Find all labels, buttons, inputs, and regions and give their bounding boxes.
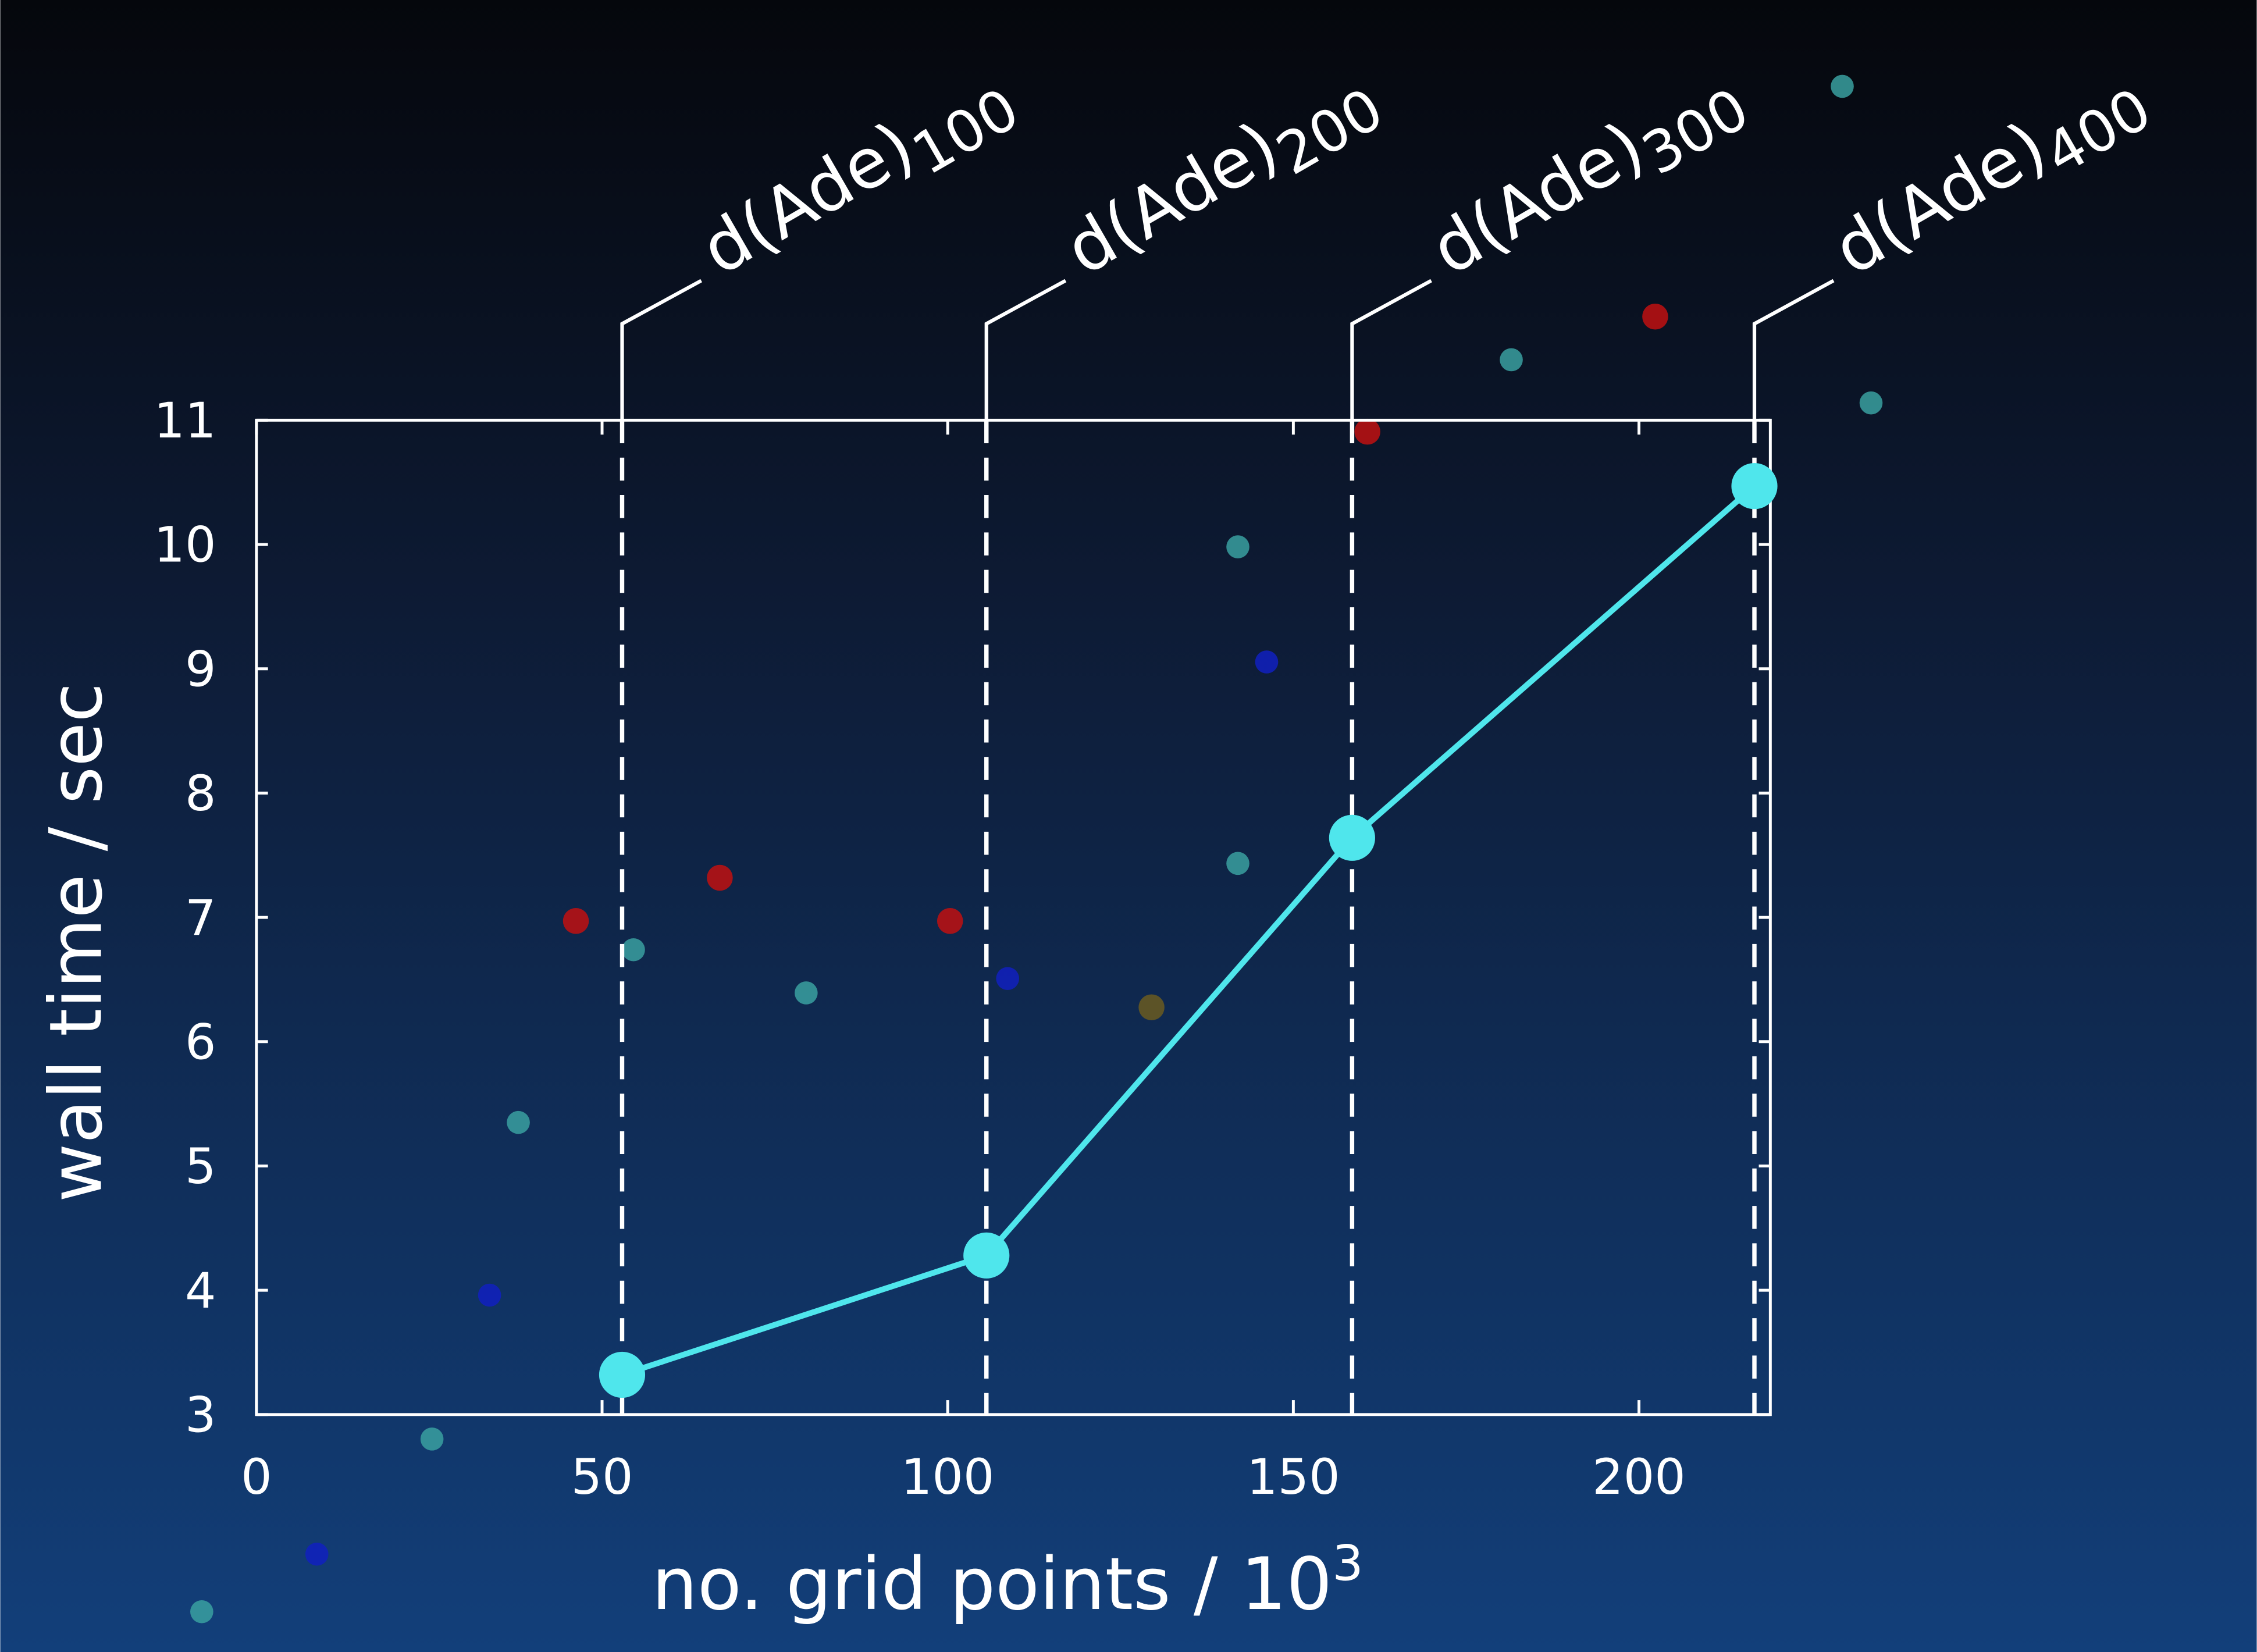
annotation-leader bbox=[620, 279, 703, 421]
y-tick-label: 7 bbox=[185, 889, 216, 946]
data-point bbox=[599, 1351, 646, 1398]
x-axis-label: no. grid points / 103 bbox=[652, 1534, 1364, 1626]
x-tick-label: 50 bbox=[571, 1448, 633, 1505]
annotation-leader bbox=[984, 279, 1067, 421]
y-tick-label: 3 bbox=[185, 1386, 216, 1443]
y-tick-label: 9 bbox=[185, 640, 216, 697]
y-tick-label: 11 bbox=[154, 392, 216, 449]
data-point bbox=[1329, 814, 1375, 861]
x-axis-label-sup: 3 bbox=[1332, 1534, 1364, 1592]
x-tick-label: 100 bbox=[901, 1448, 995, 1505]
data-point bbox=[1731, 463, 1778, 510]
x-tick-label: 150 bbox=[1247, 1448, 1340, 1505]
x-tick-label: 0 bbox=[241, 1448, 272, 1505]
y-tick-label: 8 bbox=[185, 765, 216, 822]
y-tick-label: 6 bbox=[185, 1013, 216, 1070]
series-line bbox=[621, 483, 1757, 1378]
y-axis-label: wall time / sec bbox=[35, 683, 119, 1202]
x-axis-label-text: no. grid points / 10 bbox=[652, 1543, 1333, 1626]
x-tick-label: 200 bbox=[1592, 1448, 1686, 1505]
molecule-decoration bbox=[190, 74, 1883, 1623]
y-tick-label: 4 bbox=[185, 1262, 216, 1319]
y-tick-label: 5 bbox=[185, 1138, 216, 1195]
data-point bbox=[963, 1232, 1010, 1279]
annotation-leader bbox=[1350, 279, 1432, 421]
y-tick-label: 10 bbox=[154, 517, 216, 574]
annotation-leader bbox=[1752, 279, 1835, 421]
